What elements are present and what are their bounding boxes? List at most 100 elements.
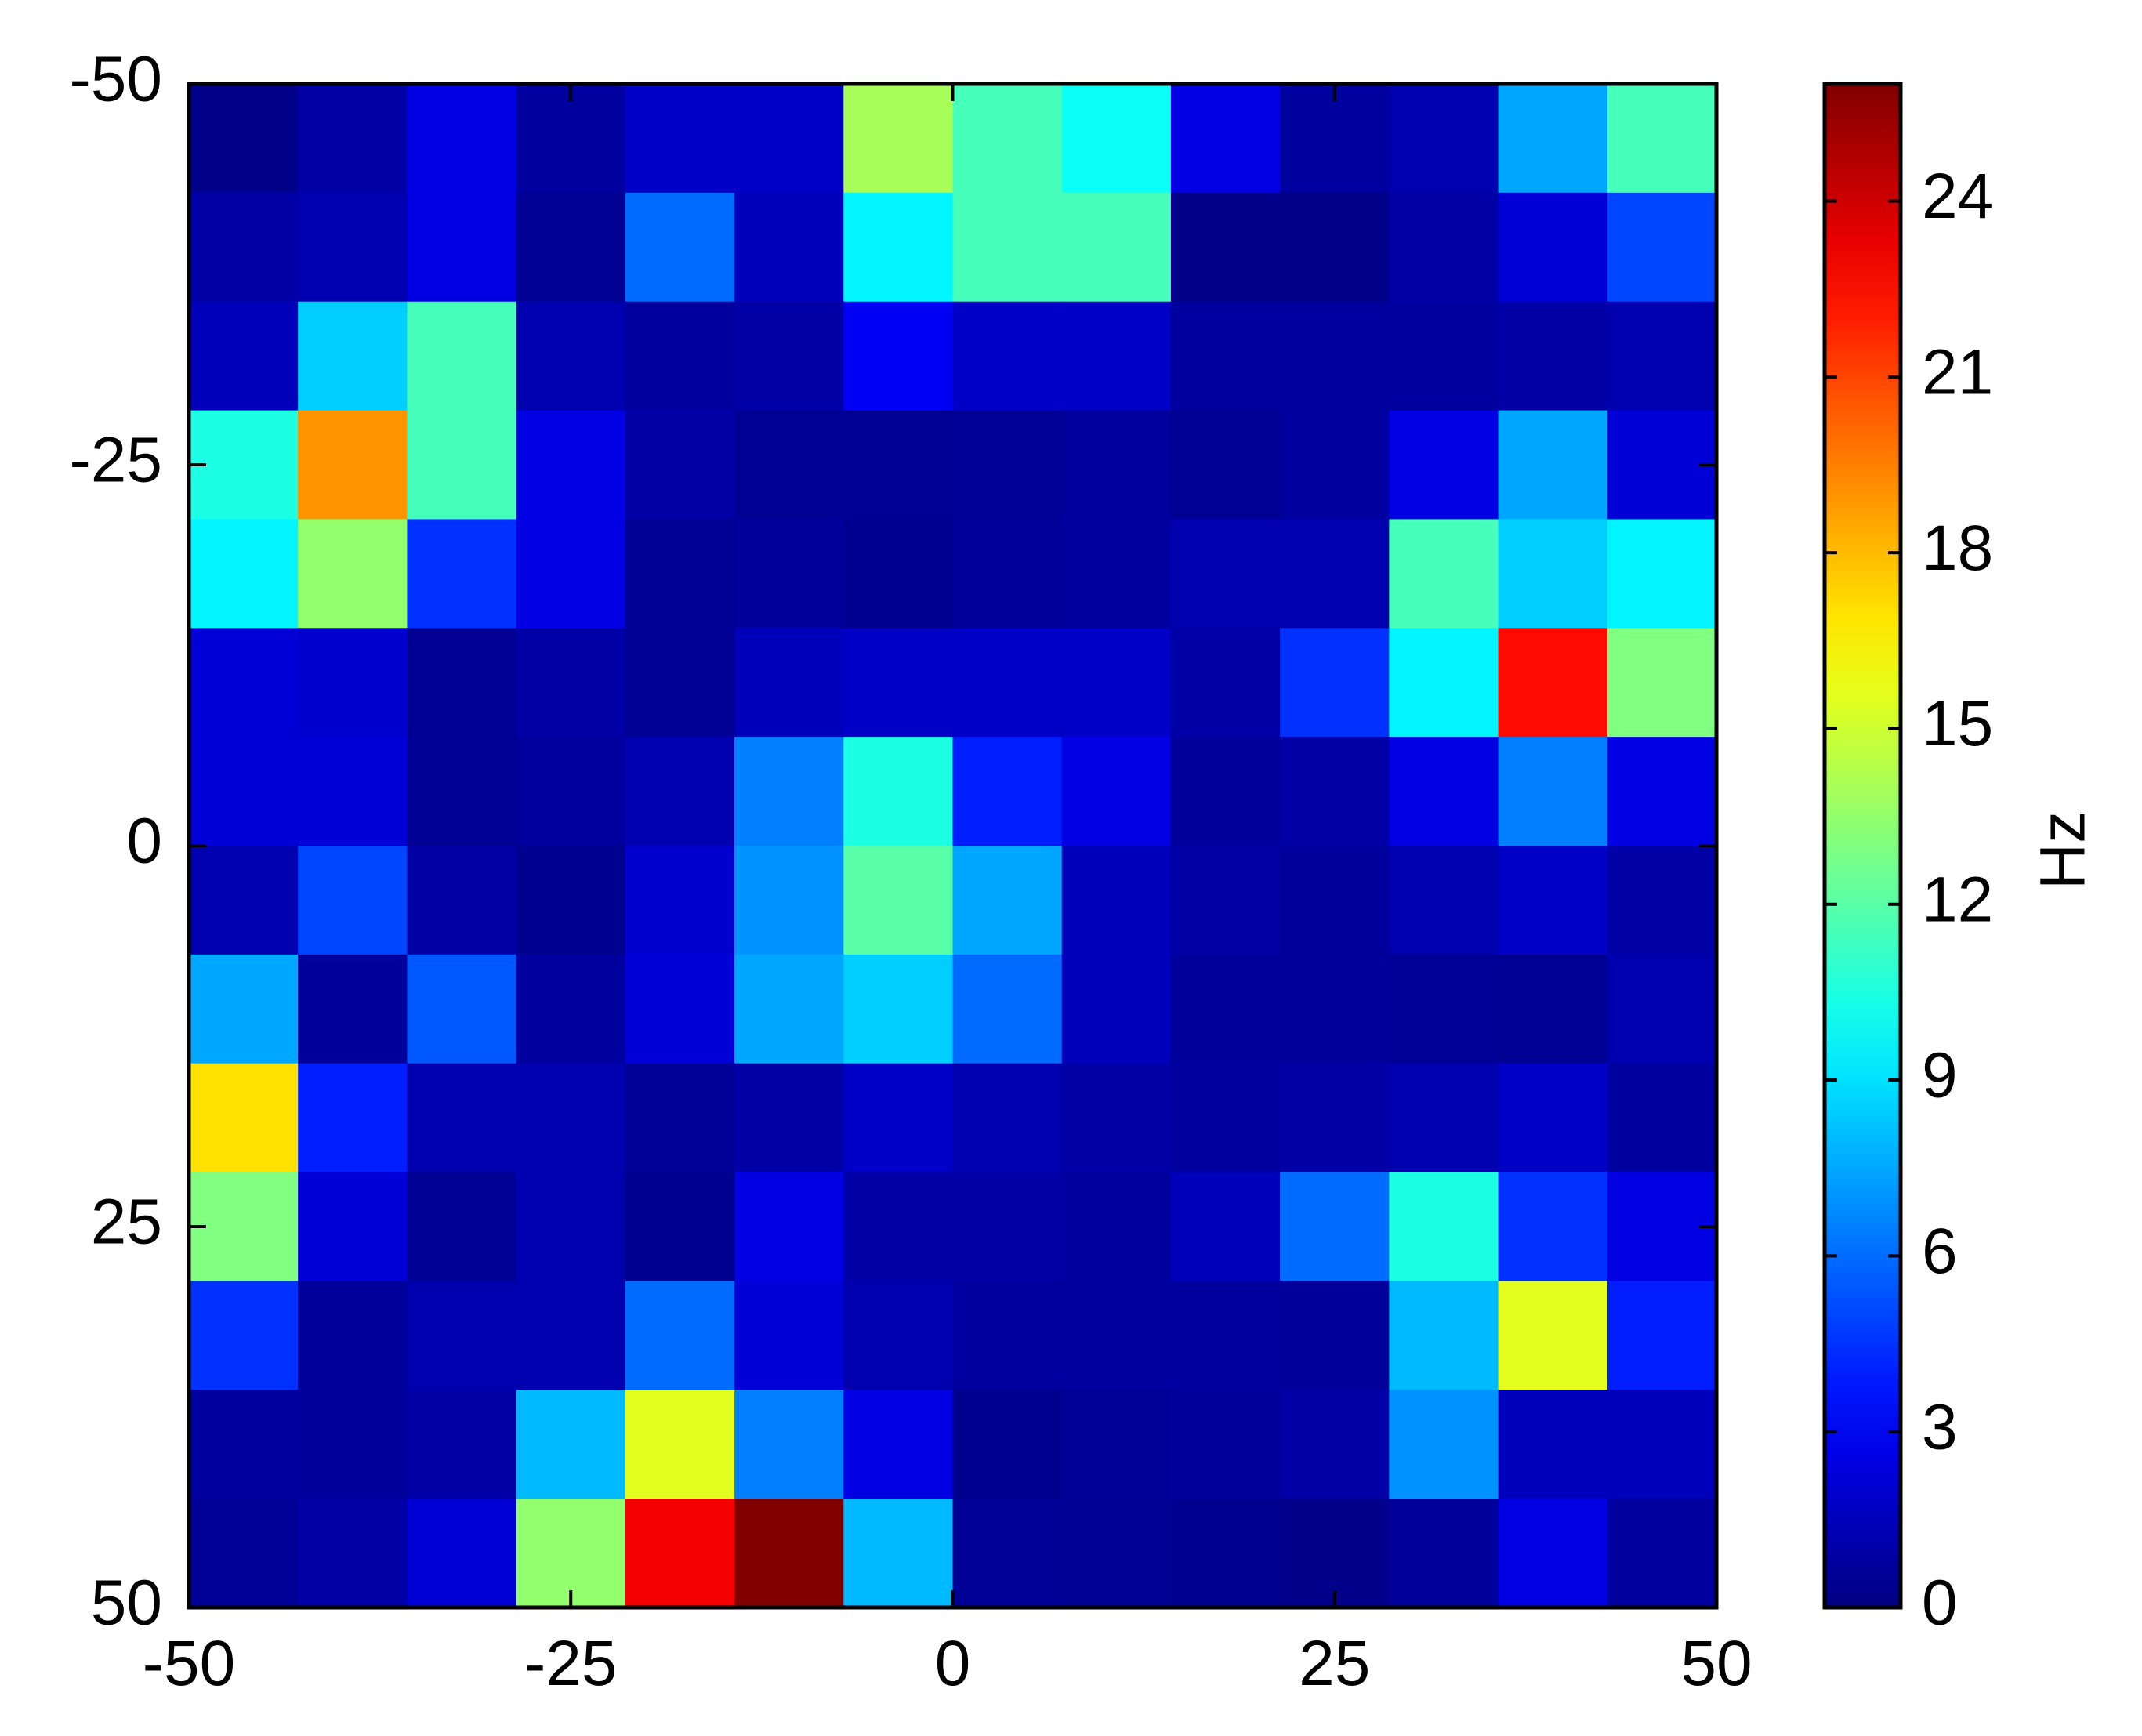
colorbar-gradient (1825, 84, 1901, 1607)
heatmap-cell (1280, 737, 1390, 846)
heatmap-cell (1389, 192, 1499, 303)
heatmap-cell (625, 1281, 735, 1391)
heatmap-cell (952, 410, 1063, 520)
colorbar-tick-label: 3 (1922, 1391, 1958, 1462)
heatmap-cell (189, 1281, 299, 1391)
heatmap-cell (843, 410, 954, 520)
heatmap-cell (1389, 1172, 1499, 1282)
heatmap-cell (1389, 84, 1499, 194)
heatmap-cell (1607, 1499, 1717, 1608)
heatmap-cell (516, 846, 626, 955)
heatmap-cell (843, 1063, 954, 1173)
heatmap-cell (189, 1172, 299, 1282)
heatmap-cell (189, 1390, 299, 1499)
heatmap-cell (298, 519, 408, 629)
heatmap-cell (407, 1172, 517, 1282)
heatmap-cell (734, 1499, 845, 1608)
heatmap-cell (625, 1390, 735, 1499)
heatmap-cell (1498, 1281, 1608, 1391)
heatmap-cell (1280, 1063, 1390, 1173)
heatmap-cell (1280, 301, 1390, 411)
heatmap-cell (734, 628, 845, 738)
heatmap-cell (625, 192, 735, 303)
y-tick-label: -50 (69, 44, 162, 115)
heatmap-cell (734, 1390, 845, 1499)
heatmap-cell (625, 1172, 735, 1282)
heatmap-cell (625, 410, 735, 520)
heatmap-cell (189, 301, 299, 411)
heatmap-cell (625, 519, 735, 629)
colorbar-tick-label: 21 (1922, 337, 1993, 408)
heatmap-cell (189, 846, 299, 955)
heatmap-cell (298, 192, 408, 303)
heatmap-cell (516, 1281, 626, 1391)
heatmap-cell (1389, 1499, 1499, 1608)
heatmap-cell (1389, 954, 1499, 1064)
heatmap-cell (1498, 1063, 1608, 1173)
colorbar-tick-label: 6 (1922, 1216, 1958, 1287)
heatmap-cell (952, 1063, 1063, 1173)
heatmap-cell (734, 954, 845, 1064)
heatmap-cell (1607, 1390, 1717, 1499)
heatmap-cell (843, 192, 954, 303)
heatmap-cell (1389, 737, 1499, 846)
heatmap-cell (1389, 410, 1499, 520)
heatmap-cell (843, 1390, 954, 1499)
heatmap-cell (407, 192, 517, 303)
heatmap-cell (1280, 192, 1390, 303)
heatmap-cell (1170, 84, 1281, 194)
heatmap-cell (952, 1390, 1063, 1499)
heatmap-cell (407, 1281, 517, 1391)
heatmap-cell (734, 1063, 845, 1173)
heatmap-cell (734, 410, 845, 520)
heatmap-cell (1061, 1172, 1172, 1282)
heatmap-cell (843, 737, 954, 846)
heatmap-cell (298, 1390, 408, 1499)
colorbar-tick-label: 24 (1922, 161, 1993, 232)
heatmap-cell (516, 192, 626, 303)
heatmap-cell (189, 1063, 299, 1173)
heatmap-cell (189, 84, 299, 194)
heatmap-cell (1498, 1172, 1608, 1282)
heatmap-cell (1389, 846, 1499, 955)
heatmap-cell (298, 1281, 408, 1391)
heatmap-cell (734, 1281, 845, 1391)
heatmap-cell (516, 628, 626, 738)
heatmap-cell (407, 301, 517, 411)
heatmap-cell (516, 519, 626, 629)
x-tick-label: 50 (1680, 1628, 1752, 1699)
y-tick-label: 0 (126, 806, 162, 877)
heatmap-cell (189, 519, 299, 629)
heatmap-cell (189, 192, 299, 303)
heatmap-cell (516, 301, 626, 411)
heatmap-cell (1607, 954, 1717, 1064)
heatmap-cell (1170, 1390, 1281, 1499)
heatmap-cell (625, 301, 735, 411)
heatmap-cell (1389, 1063, 1499, 1173)
heatmap-cell (1607, 737, 1717, 846)
heatmap-cell (189, 628, 299, 738)
heatmap-cell (843, 301, 954, 411)
heatmap-cell (407, 737, 517, 846)
heatmap-cell (734, 192, 845, 303)
heatmap-cell (952, 301, 1063, 411)
heatmap-cell (1061, 737, 1172, 846)
heatmap-cell (1061, 628, 1172, 738)
heatmap-cell (952, 628, 1063, 738)
heatmap-cell (1607, 84, 1717, 194)
heatmap-cell (1280, 84, 1390, 194)
heatmap-cell (734, 1172, 845, 1282)
heatmap-cell (952, 84, 1063, 194)
heatmap-cell (1280, 954, 1390, 1064)
heatmap-cell (734, 84, 845, 194)
heatmap-cell (407, 1499, 517, 1608)
heatmap-cell (1280, 846, 1390, 955)
heatmap-cell (1170, 1281, 1281, 1391)
heatmap-cell (1061, 1499, 1172, 1608)
heatmap-cell (298, 1172, 408, 1282)
heatmap-cell (952, 954, 1063, 1064)
x-tick-label: 0 (935, 1628, 971, 1699)
heatmap-cell (1280, 1172, 1390, 1282)
heatmap-cell (843, 1172, 954, 1282)
